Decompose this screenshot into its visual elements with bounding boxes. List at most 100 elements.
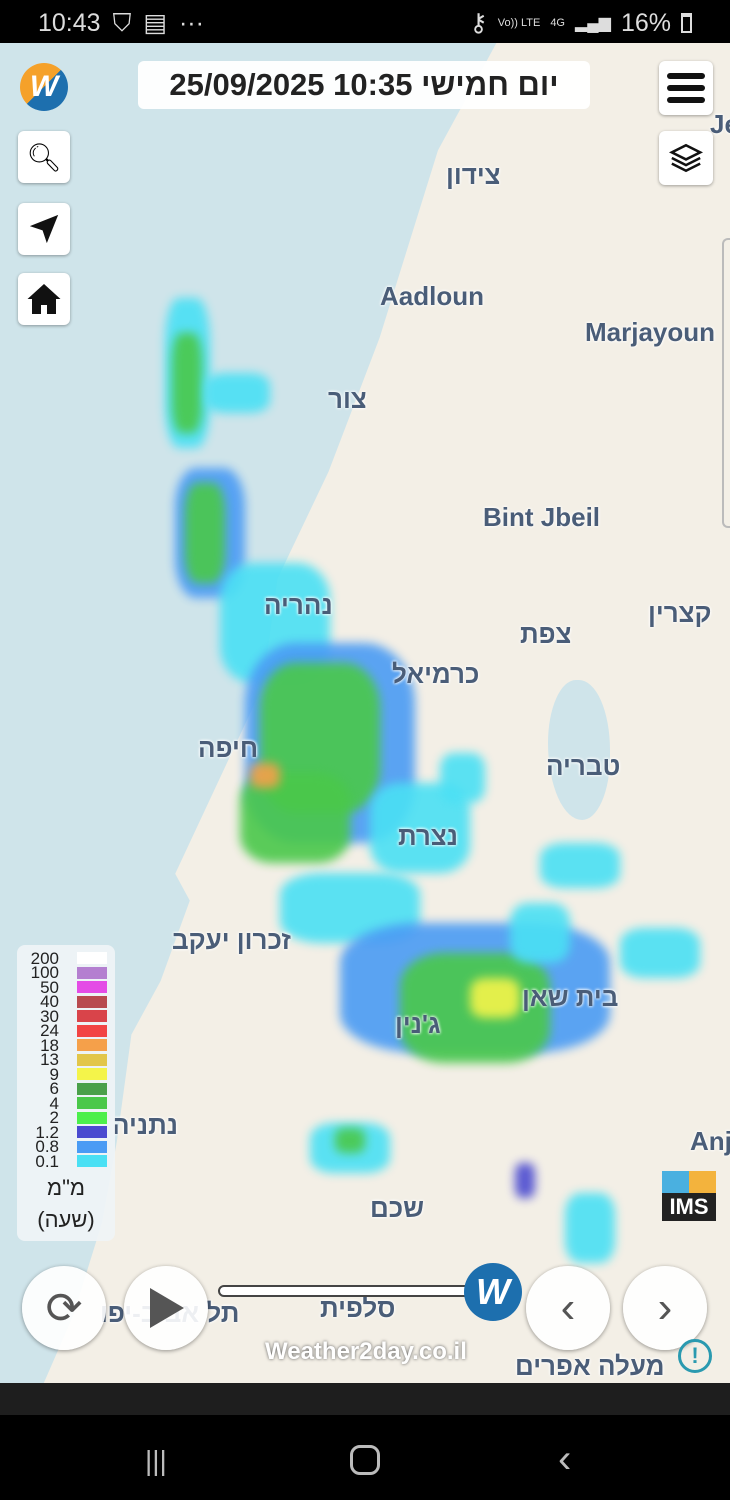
- layers-button[interactable]: [659, 131, 713, 185]
- notification-icon: ▤: [143, 9, 167, 37]
- precipitation-legend: 200 100 50 40 30 24 18 13 9 6 4 2 1.2 0.8 0.1 מ"מ (שעה…: [17, 945, 115, 1241]
- legend-swatch: [77, 1010, 107, 1023]
- legend-item: 200: [21, 948, 111, 968]
- legend-swatch: [77, 1155, 107, 1168]
- menu-button[interactable]: [659, 61, 713, 115]
- recent-apps-button[interactable]: |||: [145, 1445, 167, 1476]
- refresh-button[interactable]: ⟳: [22, 1266, 106, 1350]
- place-label: Anj: [690, 1126, 730, 1156]
- legend-item: 100: [21, 963, 111, 983]
- watermark: Weather2day.co.il: [265, 1338, 467, 1365]
- legend-label: 100: [30, 963, 59, 983]
- locate-button[interactable]: [18, 203, 70, 255]
- legend-swatch: [77, 1024, 107, 1037]
- legend-item: 0.8: [21, 1137, 111, 1157]
- legend-item: 0.1: [21, 1153, 111, 1170]
- legend-swatch: [77, 1039, 107, 1052]
- next-frame-button[interactable]: ›: [623, 1266, 707, 1350]
- legend-swatch: [77, 1068, 107, 1081]
- info-icon: !: [691, 1343, 699, 1368]
- place-label: נצרת: [398, 821, 458, 851]
- back-button[interactable]: ‹: [558, 1437, 572, 1481]
- legend-item: 13: [21, 1050, 111, 1070]
- legend-label: 30: [40, 1006, 59, 1026]
- home-icon: [27, 284, 61, 314]
- legend-item: 6: [21, 1079, 111, 1099]
- chevron-left-icon: ‹: [560, 1283, 576, 1332]
- legend-label: 6: [49, 1079, 59, 1099]
- navigation-arrow-icon: [29, 214, 59, 244]
- legend-label: 1.2: [35, 1122, 59, 1142]
- place-label: Je: [710, 109, 730, 139]
- place-label: צידון: [446, 160, 501, 190]
- vpn-key-icon: ⚷: [469, 9, 488, 37]
- volte-indicator: Vo)) LTE: [497, 16, 541, 29]
- clock: 10:43: [38, 8, 101, 37]
- legend-label: 4: [49, 1093, 59, 1113]
- android-nav-bar: ||| ‹: [0, 1415, 730, 1500]
- radar-map[interactable]: צידון Aadloun Marjayoun צור Bint Jbeil נ…: [0, 43, 730, 1383]
- info-button[interactable]: !: [678, 1339, 712, 1373]
- battery-icon: [681, 13, 692, 33]
- place-label: Aadloun: [380, 281, 484, 311]
- search-button[interactable]: 🔍︎: [18, 131, 70, 183]
- home-button[interactable]: [18, 273, 70, 325]
- place-label: נתניה: [112, 1110, 178, 1140]
- legend-item: 1.2: [21, 1122, 111, 1142]
- ims-logo: IMS: [662, 1171, 716, 1221]
- side-scrollbar[interactable]: [722, 238, 730, 528]
- place-label: Bint Jbeil: [483, 502, 601, 532]
- place-label: נהריה: [264, 590, 333, 620]
- legend-label: 2: [49, 1108, 59, 1128]
- network-indicator: 4G: [550, 16, 565, 29]
- play-button[interactable]: [124, 1266, 208, 1350]
- place-label: טבריה: [546, 751, 621, 781]
- sea-of-galilee: [548, 680, 610, 820]
- legend-label: 18: [40, 1035, 59, 1055]
- timeline-handle[interactable]: W: [464, 1263, 522, 1321]
- divider: [0, 1383, 730, 1415]
- legend-swatch: [77, 1126, 107, 1139]
- place-label: ג'נין: [395, 1009, 441, 1039]
- place-label: כרמיאל: [392, 659, 480, 689]
- place-label: בית שאן: [522, 982, 619, 1012]
- place-label: חיפה: [198, 733, 259, 763]
- home-nav-button[interactable]: [350, 1445, 380, 1475]
- timeline-slider[interactable]: [218, 1285, 488, 1297]
- legend-swatch: [77, 952, 107, 965]
- legend-item: 9: [21, 1064, 111, 1084]
- status-bar: 10:43 ⛉ ▤ ··· ⚷ Vo)) LTE 4G ▂▄▆ 16%: [0, 0, 730, 43]
- legend-swatch: [77, 966, 107, 979]
- place-label: מעלה אפרים: [515, 1351, 665, 1381]
- search-icon: 🔍︎: [26, 141, 62, 173]
- legend-item: 24: [21, 1021, 111, 1041]
- legend-item: 18: [21, 1035, 111, 1055]
- legend-swatch: [77, 995, 107, 1008]
- legend-swatch: [77, 1053, 107, 1066]
- place-label: צפת: [520, 619, 572, 649]
- legend-label: 200: [30, 948, 59, 968]
- battery-level: 16%: [620, 8, 671, 37]
- more-icon: ···: [178, 8, 204, 37]
- legend-item: 30: [21, 1006, 111, 1026]
- legend-label: 9: [49, 1064, 59, 1084]
- legend-item: 2: [21, 1108, 111, 1128]
- app-logo[interactable]: W: [20, 63, 68, 111]
- legend-label: 0.8: [35, 1137, 59, 1157]
- place-label: סלפית: [320, 1293, 396, 1323]
- legend-label: 24: [40, 1021, 59, 1041]
- legend-swatch: [77, 981, 107, 994]
- legend-label: 13: [40, 1050, 59, 1070]
- legend-label: 40: [40, 992, 59, 1012]
- place-label: צור: [328, 384, 367, 414]
- previous-frame-button[interactable]: ‹: [526, 1266, 610, 1350]
- legend-item: 4: [21, 1093, 111, 1113]
- place-label: זכרון יעקב: [172, 925, 291, 955]
- shield-icon: ⛉: [112, 8, 132, 37]
- play-icon: [150, 1288, 184, 1328]
- place-label: קצרין: [648, 598, 712, 628]
- legend-item: 50: [21, 979, 111, 996]
- place-label: שכם: [370, 1193, 425, 1223]
- legend-item: 40: [21, 992, 111, 1012]
- signal-icon: ▂▄▆: [575, 15, 611, 32]
